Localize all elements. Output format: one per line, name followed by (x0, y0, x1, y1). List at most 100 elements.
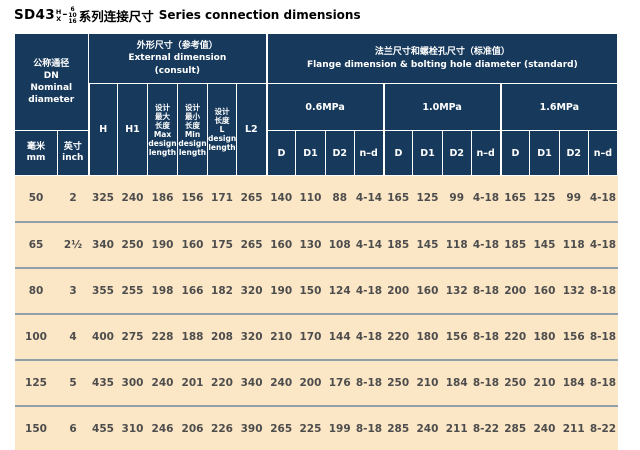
table-cell: 108 (325, 220, 355, 268)
table-cell: 220 (207, 358, 237, 406)
title-english: Series connection dimensions (158, 8, 361, 22)
header-col-design-length: 设计 长度 L design length (207, 83, 237, 176)
table-cell: 199 (325, 404, 355, 450)
table-cell: 132 (559, 266, 589, 314)
table-cell: 125 (14, 358, 58, 406)
table-cell: 300 (117, 358, 148, 406)
table-cell: 220 (383, 312, 413, 360)
table-cell: 118 (559, 220, 589, 268)
header-col-inch: 英寸 inch (57, 130, 89, 176)
header-col-nd-16: n–d (587, 130, 619, 176)
header-col-d2-10: D2 (441, 130, 472, 176)
table-cell: 170 (295, 312, 326, 360)
table-cell: 240 (147, 358, 178, 406)
table-cell: 206 (177, 404, 208, 450)
title-dash: – (62, 8, 68, 20)
table-cell: 4 (57, 312, 89, 360)
pressure-mid: 10 (68, 11, 77, 19)
table-cell: 8-18 (354, 358, 384, 406)
table-header: 公称通径 DN Nominal diameter 外形尺寸（参考值） Exter… (14, 33, 619, 176)
table-cell: 208 (207, 312, 237, 360)
variant-bottom: X (56, 15, 62, 23)
table-cell: 8-18 (471, 358, 501, 406)
table-cell: 265 (240, 192, 263, 205)
table-cell: 4-18 (589, 192, 617, 205)
table-cell: 118 (442, 220, 472, 268)
table-cell: 100 (14, 312, 58, 360)
table-cell: 355 (88, 266, 118, 314)
header-col-d1-10: D1 (412, 130, 443, 176)
table-cell: 8-18 (471, 312, 501, 360)
pressure-rating-stack: 6 10 16 (68, 6, 77, 26)
table-cell: 240 (266, 358, 296, 406)
table-cell: 145 (529, 220, 560, 268)
table-cell: 200 (383, 266, 413, 314)
table-cell: 184 (559, 358, 589, 406)
variant-top: H (55, 8, 62, 17)
table-cell: 165 (504, 192, 527, 205)
table-cell: 200 (295, 358, 326, 406)
header-group-06mpa: 0.6MPa (265, 83, 385, 131)
table-cell: 226 (207, 404, 237, 450)
pressure-bottom: 16 (68, 18, 77, 26)
table-row: 125 5 435 300 240 201 220 340 240 200 176 8-18 250 21… (14, 358, 618, 406)
table-cell: 3 (57, 266, 89, 314)
header-external-dimension-group: 外形尺寸（参考值） External dimension (consult) (87, 33, 268, 84)
table-cell: 211 (442, 404, 472, 450)
table-cell: 80 (14, 266, 58, 314)
table-cell: 255 (117, 266, 148, 314)
table-cell: 186 (151, 192, 174, 205)
header-col-d-16: D (499, 130, 531, 176)
table-cell: 250 (383, 358, 413, 406)
table-cell: 8-18 (588, 358, 618, 406)
header-nominal-diameter: 公称通径 DN Nominal diameter (14, 33, 89, 131)
table-cell: 175 (207, 220, 237, 268)
table-cell: 165 (387, 192, 410, 205)
dimensions-table: 公称通径 DN Nominal diameter 外形尺寸（参考值） Exter… (14, 33, 619, 450)
table-cell: 8-18 (471, 266, 501, 314)
table-cell: 265 (236, 220, 267, 268)
header-col-nd-06: n–d (353, 130, 385, 176)
table-cell: 390 (236, 404, 267, 450)
header-group-16mpa: 1.6MPa (499, 83, 619, 131)
table-cell: 132 (442, 266, 472, 314)
table-cell: 2½ (57, 220, 89, 268)
table-cell: 150 (295, 266, 326, 314)
table-cell: 99 (449, 192, 465, 205)
table-row: 50 2 325 240 186 156 171 265 140 110 88 4-14 165 125 9… (14, 175, 618, 222)
table-cell: 320 (236, 312, 267, 360)
table-cell: 160 (529, 266, 560, 314)
table-cell: 198 (147, 266, 178, 314)
table-cell: 210 (412, 358, 443, 406)
table-row: 65 2½ 340 250 190 160 175 265 160 130 108 4-14 185 14… (14, 220, 618, 268)
table-cell: 228 (147, 312, 178, 360)
table-cell: 285 (500, 404, 530, 450)
table-cell: 190 (147, 220, 178, 268)
table-cell: 99 (566, 192, 582, 205)
header-col-min-design-length: 设计 最小 长度 Min design length (177, 83, 208, 176)
table-cell: 4-14 (355, 192, 383, 205)
table-cell: 124 (325, 266, 355, 314)
table-cell: 210 (266, 312, 296, 360)
table-cell: 240 (412, 404, 443, 450)
table-cell: 285 (383, 404, 413, 450)
table-cell: 156 (559, 312, 589, 360)
table-cell: 125 (416, 192, 439, 205)
table-cell: 201 (177, 358, 208, 406)
table-body: 50 2 325 240 186 156 171 265 140 110 88 4-14 165 125 9… (14, 175, 618, 450)
table-cell: 160 (177, 220, 208, 268)
table-cell: 160 (412, 266, 443, 314)
table-cell: 220 (500, 312, 530, 360)
header-flange-dimension-group: 法兰尺寸和螺栓孔尺寸（标准值） Flange dimension & bolti… (265, 33, 619, 84)
table-cell: 200 (500, 266, 530, 314)
table-cell: 190 (266, 266, 296, 314)
table-cell: 8-18 (588, 266, 618, 314)
table-cell: 176 (325, 358, 355, 406)
table-cell: 4-18 (354, 266, 384, 314)
table-cell: 8-22 (471, 404, 501, 450)
table-cell: 8-18 (588, 312, 618, 360)
page-title: SD43 H X – 6 10 16 系列连接尺寸 Series connect… (14, 3, 361, 27)
model-variant-stack: H X (56, 9, 61, 23)
table-cell: 65 (14, 220, 58, 268)
table-cell: 50 (28, 192, 44, 205)
